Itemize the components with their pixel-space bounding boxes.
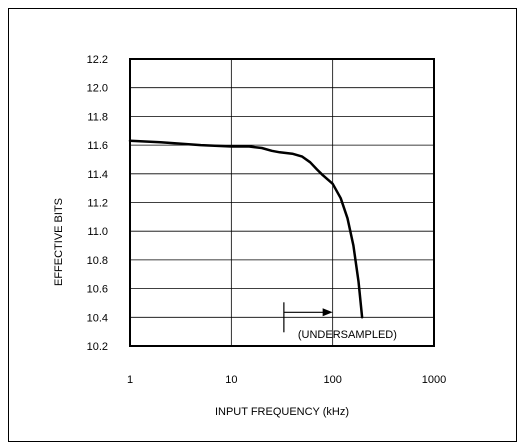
y-tick-label: 10.8 bbox=[87, 255, 108, 267]
y-axis-label: EFFECTIVE BITS bbox=[53, 198, 65, 286]
x-tick-label: 10 bbox=[225, 374, 237, 386]
annotation-text: (UNDERSAMPLED) bbox=[298, 329, 397, 341]
y-tick-label: 10.2 bbox=[87, 341, 108, 353]
grid bbox=[129, 58, 435, 347]
y-tick-label: 10.6 bbox=[87, 284, 108, 296]
effective-bits-curve bbox=[128, 139, 364, 319]
x-tick-label: 100 bbox=[323, 374, 341, 386]
x-tick-label: 1000 bbox=[422, 374, 446, 386]
x-axis-label: INPUT FREQUENCY (kHz) bbox=[215, 406, 349, 418]
x-tick-labels: 1 10 100 1000 bbox=[127, 374, 446, 386]
chart-frame bbox=[8, 8, 517, 442]
y-tick-label: 11.0 bbox=[87, 226, 108, 238]
y-tick-labels: 10.2 10.4 10.6 10.8 11.0 11.2 11.4 11.6 11.8 12.0… bbox=[87, 54, 108, 353]
x-tick-label: 1 bbox=[127, 374, 133, 386]
undersampled-annotation: (UNDERSAMPLED) bbox=[283, 302, 397, 341]
y-tick-label: 11.4 bbox=[87, 169, 108, 181]
y-tick-label: 10.4 bbox=[87, 312, 108, 324]
y-tick-label: 11.2 bbox=[87, 198, 108, 210]
annotation-arrow-head bbox=[322, 308, 333, 317]
y-tick-label: 12.2 bbox=[87, 54, 108, 66]
y-tick-label: 11.8 bbox=[87, 111, 108, 123]
y-tick-label: 11.6 bbox=[87, 140, 108, 152]
y-tick-label: 12.0 bbox=[87, 83, 108, 95]
plot-border bbox=[129, 58, 435, 347]
